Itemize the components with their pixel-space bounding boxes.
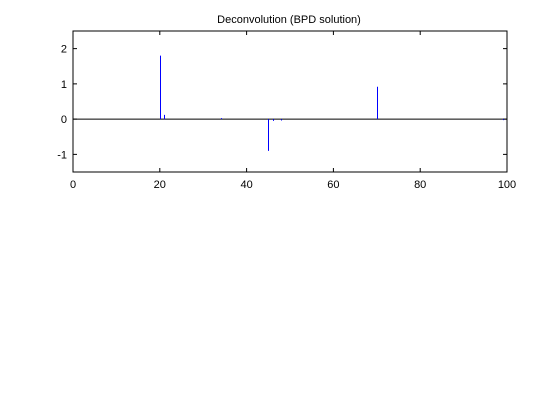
x-tick-label: 80 (414, 179, 426, 191)
plot-marks (73, 55, 507, 151)
y-tick-label: 2 (61, 44, 67, 56)
x-tick-label: 60 (327, 179, 339, 191)
x-tick-label: 40 (240, 179, 252, 191)
y-tick-label: 1 (61, 79, 67, 91)
y-tick-label: 0 (61, 114, 67, 126)
plot-axes: 0 20 40 60 80 100 -1 0 1 2 (57, 30, 516, 191)
x-tick-label: 20 (154, 179, 166, 191)
x-tick-label: 100 (498, 179, 516, 191)
x-tick-label: 0 (70, 179, 76, 191)
axes-box (72, 30, 508, 173)
chart-title: Deconvolution (BPD solution) (217, 14, 361, 26)
y-tick-label: -1 (57, 149, 67, 161)
